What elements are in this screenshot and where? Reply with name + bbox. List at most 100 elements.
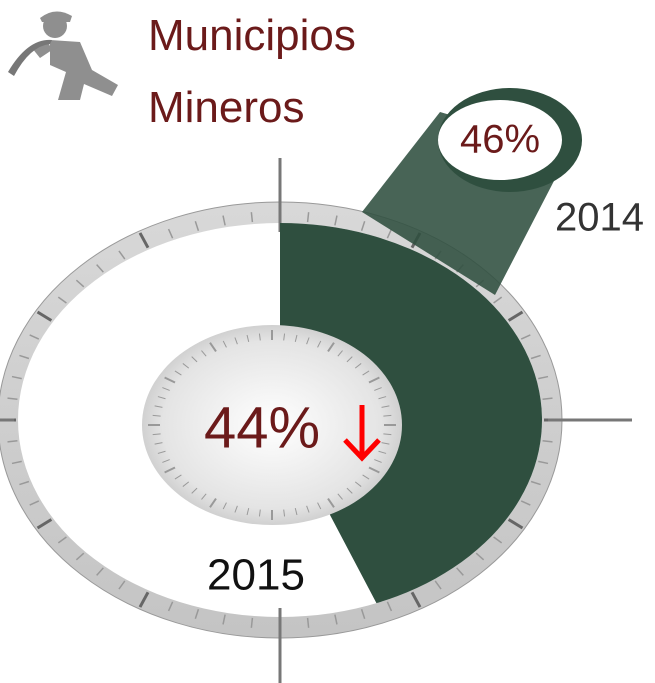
dial-tick (201, 493, 207, 500)
dial-tick (154, 405, 163, 408)
ring-tick (493, 296, 503, 304)
dial-tick (182, 363, 190, 369)
dial-tick (157, 450, 166, 454)
category-label: 2015 (207, 551, 305, 600)
dial-tick (381, 442, 390, 445)
dial-tick (362, 370, 370, 376)
ring-tick (475, 552, 485, 561)
dial-tick (164, 466, 176, 474)
dial-tick (191, 356, 198, 363)
dial-tick (368, 466, 380, 474)
dial-tick (246, 508, 250, 516)
ring-tick (19, 354, 30, 360)
ring-tick (250, 617, 254, 628)
ring-tick (530, 480, 541, 486)
inner-dial (142, 325, 402, 525)
ring-tick (386, 601, 393, 612)
ring-tick (57, 536, 67, 544)
ring-tick (96, 264, 104, 273)
dial-tick (378, 396, 387, 400)
ring-tick (222, 614, 226, 625)
dial-tick (346, 356, 353, 363)
dial-tick (306, 337, 310, 345)
ring-tick (138, 591, 150, 608)
dial-tick (374, 459, 382, 463)
ring-tick (36, 310, 53, 322)
previous-marker (362, 88, 582, 295)
ring-tick (75, 279, 85, 288)
dial-tick (152, 414, 161, 417)
dial-tick (222, 502, 227, 510)
dial-tick (152, 433, 161, 436)
ring-tick (29, 334, 40, 340)
dial-tick (317, 340, 322, 348)
dial-tick (234, 337, 238, 345)
ring-tick (11, 460, 22, 465)
ring-tick (222, 215, 226, 226)
ring-tick (118, 250, 126, 260)
ring-tick (250, 212, 254, 223)
dial-tick (294, 508, 298, 516)
dial-tick (354, 363, 362, 369)
ring-tick (542, 440, 553, 443)
ring-tick (194, 609, 200, 620)
dial-tick (157, 396, 166, 400)
ring-tick (75, 552, 85, 561)
gauge-sector (280, 223, 542, 604)
ring-tick (360, 220, 366, 231)
ring-tick (493, 536, 503, 544)
dial-tick (162, 387, 170, 391)
dial-tick (381, 405, 390, 408)
ring-tick (29, 500, 40, 506)
dial-tick (283, 333, 286, 341)
dial-tick (154, 442, 163, 445)
ring-tick (7, 440, 18, 443)
dial-tick (294, 334, 298, 342)
dial-tick (368, 376, 380, 384)
ring-tick (19, 480, 30, 486)
dial-tick (337, 350, 343, 357)
ring-tick (36, 518, 53, 530)
ring-tick (167, 228, 174, 239)
dial-tick (362, 474, 370, 480)
ring-tick (306, 617, 310, 628)
dial-tick (246, 334, 250, 342)
dial-tick (337, 493, 343, 500)
ring-tick (542, 397, 553, 400)
dial-tick (174, 474, 182, 480)
category-label: 2014 (555, 196, 644, 240)
ring-tick (167, 601, 174, 612)
ring-tick (410, 591, 422, 608)
dial-tick (222, 340, 227, 348)
dial-tick (209, 342, 217, 352)
dial-tick (327, 498, 335, 508)
dial-tick (191, 487, 198, 494)
dial-tick (346, 487, 353, 494)
trend-arrow (343, 405, 381, 462)
dial-tick (174, 370, 182, 376)
dial-tick (383, 414, 392, 417)
ring-tick (118, 580, 126, 590)
ring-tick (507, 310, 524, 322)
dial-tick (201, 350, 207, 357)
ring-tick (538, 460, 549, 465)
ring-tick (194, 220, 200, 231)
value-label: 46% (460, 118, 540, 162)
ring-tick (520, 500, 531, 506)
ring-tick (386, 228, 393, 239)
dial-tick (306, 505, 310, 513)
value-label: 44% (204, 395, 320, 460)
dial-tick (182, 481, 190, 487)
ring-tick (538, 375, 549, 380)
marker-face (438, 100, 562, 180)
ring-tick (334, 215, 338, 226)
ring-tick (334, 614, 338, 625)
miner-icon (8, 11, 118, 100)
dial-tick (258, 333, 261, 341)
ring-tick (138, 232, 150, 249)
ring-tick (96, 567, 104, 576)
ring-tick (456, 567, 464, 576)
ring-tick (11, 375, 22, 380)
ring-tick (434, 580, 442, 590)
dial-tick (383, 433, 392, 436)
